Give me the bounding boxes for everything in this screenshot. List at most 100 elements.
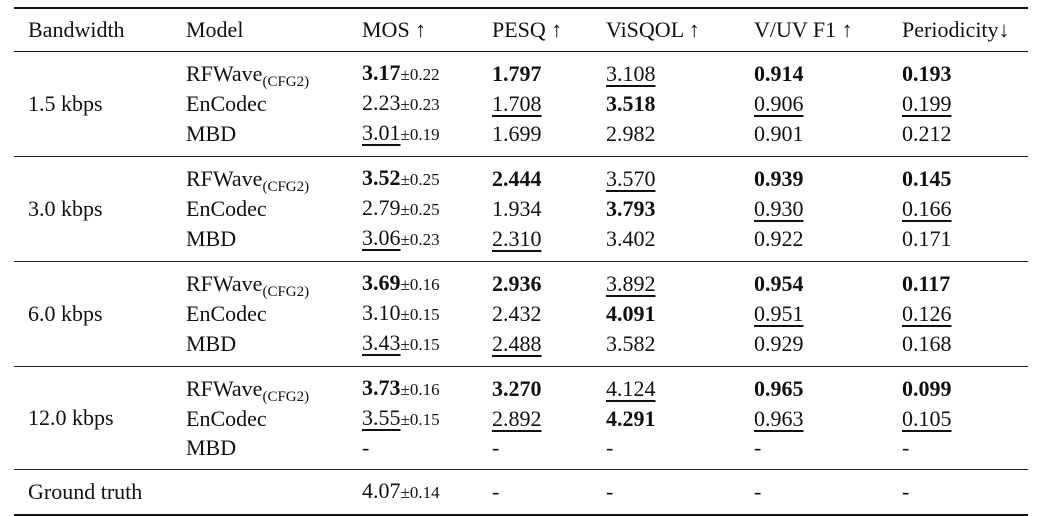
metric-cell: - [888, 470, 1028, 516]
bandwidth-label: 12.0 kbps [28, 405, 114, 430]
metric-std: ±0.15 [400, 305, 440, 324]
metric-std: ±0.14 [400, 483, 440, 502]
bandwidth-label: 1.5 kbps [28, 91, 103, 116]
table-header: Bandwidth Model MOS ↑ PESQ ↑ ViSQOL ↑ V/… [14, 8, 1028, 52]
bandwidth-label: 3.0 kbps [28, 196, 103, 221]
model-subscript: (CFG2) [262, 74, 310, 90]
model-label: EnCodec [186, 406, 267, 431]
metric-cell: 2.310 [478, 224, 592, 262]
bandwidth-group: 12.0 kbps RFWave(CFG2) 3.73±0.16 3.270 4.124… [14, 366, 1028, 470]
ground-truth-group: Ground truth 4.07±0.14- - - - [14, 469, 1028, 516]
metric-value: 2.79 [362, 195, 401, 220]
metric-cell: 3.43±0.15 [348, 329, 478, 367]
metric-cell: 3.52±0.25 [348, 157, 478, 195]
table-row: 6.0 kbps RFWave(CFG2) 3.69±0.16 2.936 3.892 0… [14, 262, 1028, 326]
metric-value: - [492, 479, 500, 504]
metric-value: 0.212 [902, 121, 952, 146]
metric-cell: 3.518 [592, 89, 740, 119]
metric-value: 3.793 [606, 196, 656, 221]
metric-value: 3.06 [362, 225, 401, 250]
metric-cell: 4.07±0.14 [348, 470, 478, 516]
table-row: MBD - - - - - [14, 434, 1028, 470]
metric-std: ±0.22 [400, 65, 440, 84]
metric-value: 1.934 [492, 196, 542, 221]
metric-cell: 3.892 [592, 262, 740, 300]
table-row: MBD 3.01±0.19 1.699 2.982 0.901 0.212 [14, 119, 1028, 157]
model-label: MBD [186, 121, 237, 146]
model-label: RFWave [186, 166, 263, 191]
model-name: RFWave(CFG2) [172, 262, 348, 300]
metric-cell: 0.929 [740, 329, 888, 367]
metric-value: 3.01 [362, 120, 401, 145]
bandwidth-group: 3.0 kbps RFWave(CFG2) 3.52±0.25 2.444 3.570 0… [14, 156, 1028, 262]
metric-value: 4.091 [606, 301, 656, 326]
table-row: MBD 3.06±0.23 2.310 3.402 0.922 0.171 [14, 224, 1028, 262]
bandwidth-label: 6.0 kbps [28, 301, 103, 326]
table-row: EnCodec 2.23±0.23 1.708 3.518 0.906 0.199 [14, 89, 1028, 119]
metric-cell: - [478, 470, 592, 516]
model-label: MBD [186, 331, 237, 356]
metric-value: 2.936 [492, 271, 542, 296]
metric-value: - [492, 435, 500, 460]
table-row: EnCodec 3.55±0.15 2.892 4.291 0.963 0.105 [14, 404, 1028, 434]
metric-cell: 1.699 [478, 119, 592, 157]
metric-value: 0.930 [754, 196, 804, 221]
metric-std: ±0.25 [400, 170, 440, 189]
metric-cell: 2.892 [478, 404, 592, 434]
metric-value: 2.23 [362, 90, 401, 115]
metric-cell: 0.105 [888, 404, 1028, 434]
metric-cell: 1.708 [478, 89, 592, 119]
table-row: EnCodec 2.79±0.25 1.934 3.793 0.930 0.166 [14, 194, 1028, 224]
metric-std: ±0.15 [400, 410, 440, 429]
metric-value: 1.797 [492, 61, 542, 86]
metric-value: 0.922 [754, 226, 804, 251]
header-bandwidth: Bandwidth [28, 17, 125, 42]
metric-cell: 0.199 [888, 89, 1028, 119]
header-model: Model [186, 17, 244, 42]
model-subscript: (CFG2) [262, 389, 310, 405]
table-row: 12.0 kbps RFWave(CFG2) 3.73±0.16 3.270 4.124… [14, 367, 1028, 430]
metric-cell: 2.444 [478, 157, 592, 195]
metric-cell: 0.965 [740, 367, 888, 405]
metric-cell: 3.06±0.23 [348, 224, 478, 262]
model-name: MBD [172, 224, 348, 262]
metric-cell: - [592, 434, 740, 470]
metric-std: ±0.23 [400, 230, 440, 249]
metric-cell: - [740, 470, 888, 516]
metric-value: 0.166 [902, 196, 952, 221]
header-mos: MOS ↑ [362, 17, 427, 42]
model-name: EnCodec [172, 299, 348, 329]
metric-value: 3.570 [606, 166, 656, 191]
metric-value: - [362, 435, 370, 460]
metric-cell: 3.270 [478, 367, 592, 405]
model-name: MBD [172, 119, 348, 157]
metric-value: 0.145 [902, 166, 952, 191]
bandwidth-group: 1.5 kbps RFWave(CFG2) 3.17±0.22 1.797 3.108 0… [14, 51, 1028, 157]
metric-value: 2.444 [492, 166, 542, 191]
metric-cell: 0.963 [740, 404, 888, 434]
metric-value: 0.929 [754, 331, 804, 356]
metric-value: - [754, 479, 762, 504]
metric-cell: 0.212 [888, 119, 1028, 157]
model-label: EnCodec [186, 301, 267, 326]
model-label: EnCodec [186, 91, 267, 116]
metric-cell: - [478, 434, 592, 470]
table-row: MBD 3.43±0.15 2.488 3.582 0.929 0.168 [14, 329, 1028, 367]
metric-value: 0.939 [754, 166, 804, 191]
metric-cell: 2.432 [478, 299, 592, 329]
metric-cell: 0.951 [740, 299, 888, 329]
model-name: RFWave(CFG2) [172, 157, 348, 195]
metric-value: 0.171 [902, 226, 952, 251]
metric-cell: 0.099 [888, 367, 1028, 405]
metric-value: 3.582 [606, 331, 656, 356]
metric-cell: 2.79±0.25 [348, 194, 478, 224]
header-row: Bandwidth Model MOS ↑ PESQ ↑ ViSQOL ↑ V/… [14, 8, 1028, 52]
metric-cell: 1.797 [478, 52, 592, 90]
metric-cell: 2.982 [592, 119, 740, 157]
model-subscript: (CFG2) [262, 284, 310, 300]
metric-cell: 3.17±0.22 [348, 52, 478, 90]
model-subscript: (CFG2) [262, 179, 310, 195]
metric-value: 3.43 [362, 330, 401, 355]
metric-value: - [902, 479, 910, 504]
metric-cell: 3.01±0.19 [348, 119, 478, 157]
